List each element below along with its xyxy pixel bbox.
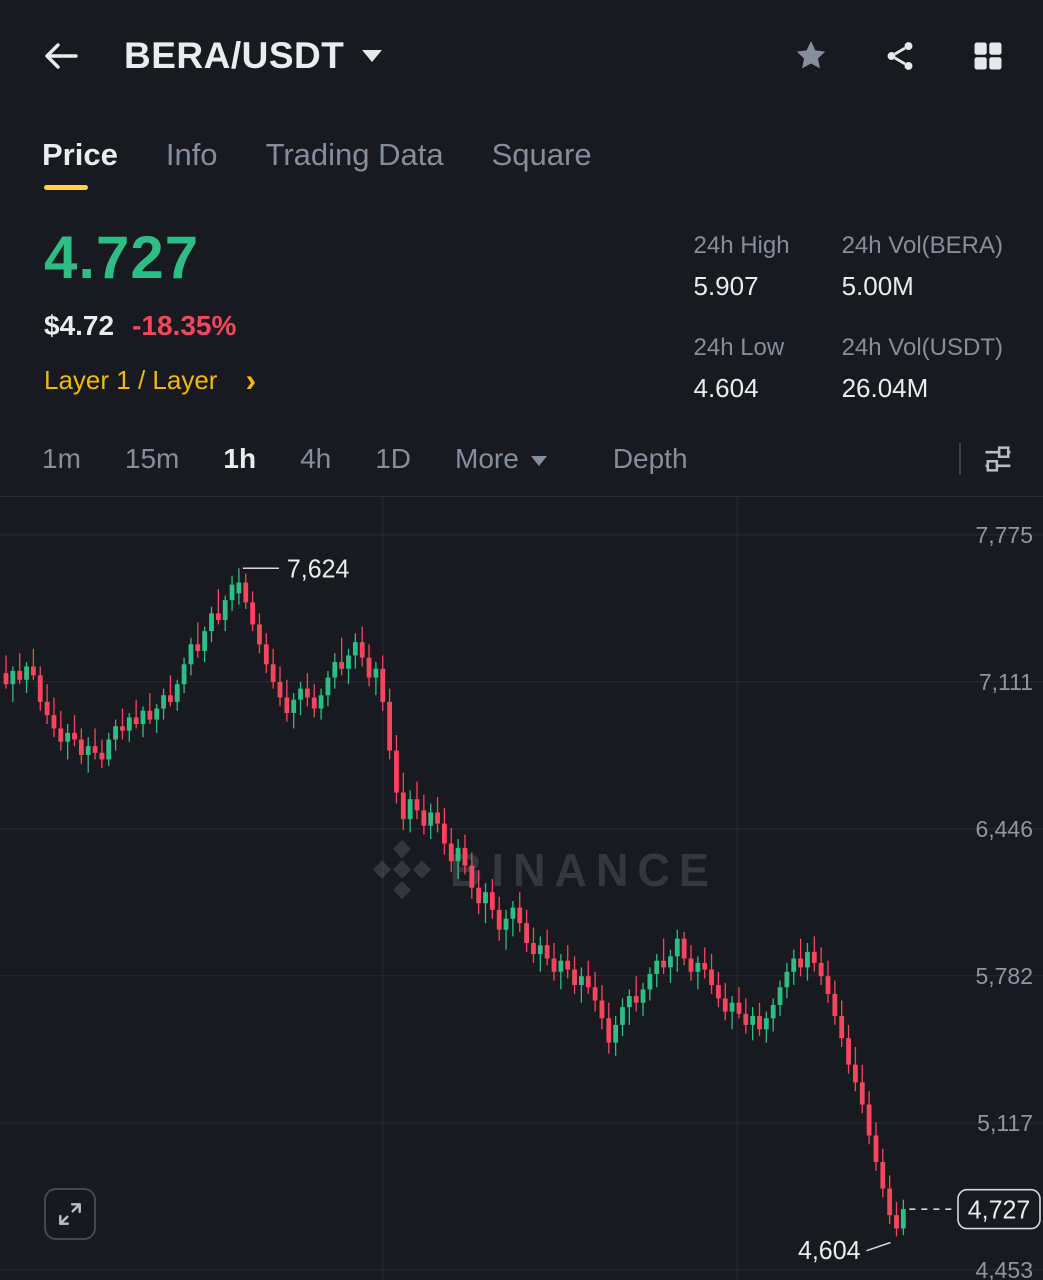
price-sub-row: $4.72 -18.35%: [44, 310, 256, 342]
svg-text:7,624: 7,624: [287, 555, 350, 583]
svg-text:4,453: 4,453: [975, 1257, 1033, 1280]
category-label: Layer 1 / Layer: [44, 364, 218, 395]
back-arrow-icon: [45, 43, 78, 69]
more-label: More: [455, 443, 519, 474]
layout-grid-button[interactable]: [971, 39, 1005, 73]
svg-text:5,782: 5,782: [975, 963, 1033, 989]
svg-text:7,775: 7,775: [975, 522, 1033, 548]
last-price: 4.727: [44, 224, 200, 291]
pair-title: BERA/USDT: [124, 35, 345, 76]
back-button[interactable]: [42, 40, 80, 72]
pair-dropdown-caret-icon: [362, 50, 383, 62]
pair-selector[interactable]: BERA/USDT: [124, 35, 383, 77]
tab-bar: Price Info Trading Data Square: [0, 112, 1043, 192]
stat-24h-vol-quote: 24h Vol(USDT) 26.04M: [842, 334, 1003, 404]
stat-label: 24h Low: [693, 334, 785, 361]
grid-layout-icon: [974, 42, 1002, 70]
timeframe-1h[interactable]: 1h: [223, 443, 257, 474]
indicator-settings-button[interactable]: [981, 442, 1015, 476]
stat-value: 5.00M: [841, 271, 914, 301]
share-button[interactable]: [883, 39, 917, 73]
depth-toggle[interactable]: Depth: [612, 443, 688, 474]
stat-24h-high: 24h High 5.907: [694, 232, 790, 302]
top-bar: BERA/USDT: [0, 0, 1043, 112]
price-main: 4.727 $4.72 -18.35% Layer 1 / Layer ›: [44, 228, 256, 404]
svg-text:BINANCE: BINANCE: [450, 844, 718, 896]
toolbar-right: [959, 442, 1015, 476]
favorite-button[interactable]: [793, 38, 829, 74]
indicators-icon: [985, 446, 1011, 472]
timeframe-15m[interactable]: 15m: [124, 443, 180, 474]
timeframe-1d[interactable]: 1D: [375, 443, 412, 474]
stat-value: 4.604: [693, 373, 759, 403]
chevron-right-icon: ›: [245, 362, 257, 398]
candlestick-chart[interactable]: 7,775 7,111 6,446 5,782 5,117 4,453 BINANCE 7,6…: [0, 497, 1043, 1280]
stat-label: 24h Vol(BERA): [841, 232, 1003, 259]
stats-grid: 24h High 5.907 24h Vol(BERA) 5.00M 24h L…: [694, 228, 1004, 404]
star-icon: [796, 41, 826, 69]
svg-text:6,446: 6,446: [975, 816, 1033, 842]
change-24h: -18.35%: [132, 310, 237, 341]
timeframe-4h[interactable]: 4h: [300, 443, 332, 474]
tab-price[interactable]: Price: [42, 137, 118, 190]
fullscreen-toggle-button[interactable]: [44, 1188, 96, 1240]
fiat-value: $4.72: [44, 310, 115, 341]
tab-info[interactable]: Info: [165, 137, 218, 172]
stat-value: 26.04M: [841, 373, 929, 403]
category-link[interactable]: Layer 1 / Layer ›: [44, 364, 256, 396]
svg-text:4,727: 4,727: [968, 1196, 1031, 1224]
tab-square[interactable]: Square: [491, 137, 592, 172]
share-icon: [887, 42, 913, 70]
expand-arrows-icon: [59, 1203, 81, 1225]
timeframe-1m[interactable]: 1m: [42, 443, 81, 474]
price-panel: 4.727 $4.72 -18.35% Layer 1 / Layer › 24…: [0, 192, 1043, 404]
svg-text:7,111: 7,111: [979, 669, 1033, 695]
tab-trading-data[interactable]: Trading Data: [265, 137, 444, 172]
topbar-actions: [793, 38, 1005, 74]
timeframe-bar: 1m 15m 1h 4h 1D More Depth: [0, 422, 1043, 496]
chart-area: 7,775 7,111 6,446 5,782 5,117 4,453 BINANCE 7,6…: [0, 496, 1043, 1280]
svg-text:5,117: 5,117: [977, 1110, 1033, 1136]
toolbar-divider: [959, 443, 961, 475]
stat-value: 5.907: [693, 271, 759, 301]
svg-text:4,604: 4,604: [798, 1237, 861, 1265]
chevron-down-icon: [530, 455, 547, 466]
timeframe-more-dropdown[interactable]: More: [455, 443, 547, 475]
stat-24h-vol-base: 24h Vol(BERA) 5.00M: [842, 232, 1003, 302]
stat-label: 24h High: [693, 232, 790, 259]
stat-label: 24h Vol(USDT): [841, 334, 1003, 361]
stat-24h-low: 24h Low 4.604: [694, 334, 790, 404]
